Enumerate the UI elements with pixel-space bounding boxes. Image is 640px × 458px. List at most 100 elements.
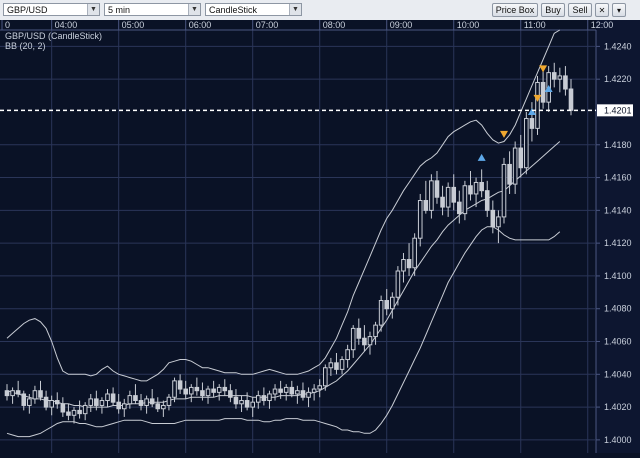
candle-body: [133, 395, 138, 402]
candle-body: [278, 388, 283, 393]
chevron-down-icon[interactable]: ▼: [289, 4, 301, 15]
interval-select[interactable]: 5 min ▼: [104, 3, 201, 16]
chevron-down-icon[interactable]: ▼: [87, 4, 99, 15]
candle-body: [216, 386, 222, 393]
candle-body: [373, 324, 378, 338]
candle-body: [88, 398, 94, 406]
candle-body: [300, 390, 306, 398]
candle-body: [71, 409, 77, 416]
candle-body: [328, 362, 334, 369]
candle-body: [423, 200, 429, 211]
candle-body: [362, 337, 367, 346]
candle-body: [429, 180, 434, 211]
candle-body: [378, 300, 384, 326]
price-tick-label: 1.4040: [604, 369, 632, 379]
candle-body: [105, 393, 110, 402]
candle-body: [457, 201, 462, 215]
candle-body: [166, 396, 172, 406]
candle-body: [49, 400, 54, 408]
candle-body: [568, 88, 574, 111]
candle-body: [161, 404, 166, 410]
candle-body: [440, 196, 445, 208]
price-tick-label: 1.4160: [604, 173, 632, 183]
price-tick-label: 1.4180: [604, 140, 632, 150]
sell-button[interactable]: Sell: [568, 3, 592, 17]
candle-body: [183, 388, 188, 395]
candle-body: [512, 147, 518, 185]
candle-body: [445, 186, 451, 208]
candle-body: [228, 390, 233, 398]
symbol-select[interactable]: GBP/USD ▼: [3, 3, 100, 16]
time-tick-label: 11:00: [524, 20, 546, 30]
time-tick-label: 05:00: [122, 20, 145, 30]
candle-body: [205, 388, 211, 397]
interval-value: 5 min: [108, 5, 131, 15]
chevron-down-icon[interactable]: ▼: [188, 4, 200, 15]
buy-marker-icon: [527, 107, 536, 115]
candle-body: [10, 390, 15, 397]
candle-body: [188, 386, 194, 395]
close-icon[interactable]: ✕: [595, 3, 609, 17]
candle-body: [535, 81, 540, 129]
sell-marker-icon: [499, 130, 508, 138]
price-chart[interactable]: 1.4240 1.4220 1.4180 1.4160 1.4140 1.4120 1.41…: [0, 20, 640, 453]
candle-body: [155, 403, 161, 410]
candle-body: [66, 411, 71, 416]
candle-body: [507, 163, 512, 185]
candle-body: [518, 147, 524, 169]
price-tick-label: 1.4220: [604, 74, 632, 84]
candle-body: [15, 390, 21, 395]
candle-body: [529, 118, 535, 129]
candle-body: [434, 180, 440, 198]
candle-body: [194, 386, 200, 392]
candle-body: [345, 349, 350, 361]
candle-body: [149, 398, 155, 405]
candle-body: [295, 390, 300, 395]
chart-style-value: CandleStick: [209, 5, 258, 15]
candle-body: [484, 190, 490, 211]
candle-body: [211, 388, 216, 393]
candle-body: [94, 398, 99, 406]
candle-body: [32, 390, 38, 400]
candle-body: [417, 200, 423, 239]
price-tick-label: 1.4100: [604, 271, 632, 281]
candle-body: [110, 393, 116, 403]
price-box-button[interactable]: Price Box: [492, 3, 538, 17]
time-axis-labels: 0 04:00 05:00 06:00 07:00 08:00 09:00 10:00 11:0…: [1, 20, 614, 30]
candle-body: [255, 395, 261, 403]
candle-body: [317, 385, 323, 390]
candle-body: [334, 362, 339, 370]
chart-canvas[interactable]: 1.4240 1.4220 1.4180 1.4160 1.4140 1.4120 1.41…: [0, 20, 640, 453]
time-tick-label: 12:00: [591, 20, 614, 30]
candle-body: [473, 181, 479, 195]
candle-body: [200, 390, 205, 397]
chart-toolbar: GBP/USD ▼ 5 min ▼ CandleStick ▼ Price Bo…: [0, 0, 640, 21]
price-tick-label: 1.4000: [604, 435, 632, 445]
price-axis-labels: 1.4240 1.4220 1.4180 1.4160 1.4140 1.4120 1.41…: [596, 41, 632, 445]
candle-body: [557, 75, 563, 80]
candle-body: [121, 403, 127, 410]
candle-body: [27, 398, 32, 406]
current-price-label: 1.4201: [604, 105, 632, 115]
candle-body: [306, 391, 311, 398]
price-tick-label: 1.4020: [604, 402, 632, 412]
candle-body: [412, 237, 417, 269]
price-tick-label: 1.4240: [604, 41, 632, 51]
candle-body: [401, 259, 406, 272]
candle-body: [60, 403, 66, 413]
candle-body: [390, 296, 395, 310]
candle-body: [462, 185, 468, 215]
chart-style-select[interactable]: CandleStick ▼: [205, 3, 302, 16]
candle-body: [54, 400, 60, 405]
price-tick-label: 1.4140: [604, 205, 632, 215]
candle-body: [367, 336, 373, 346]
candle-body: [468, 185, 473, 195]
candle-body: [127, 395, 133, 405]
price-tick-label: 1.4120: [604, 238, 632, 248]
chevron-down-icon[interactable]: ▾: [612, 3, 626, 17]
bollinger-middle-line: [6, 141, 561, 408]
candle-body: [21, 393, 27, 406]
instrument-legend: GBP/USD (CandleStick): [5, 31, 103, 41]
time-tick-label: 09:00: [390, 20, 413, 30]
buy-button[interactable]: Buy: [541, 3, 565, 17]
